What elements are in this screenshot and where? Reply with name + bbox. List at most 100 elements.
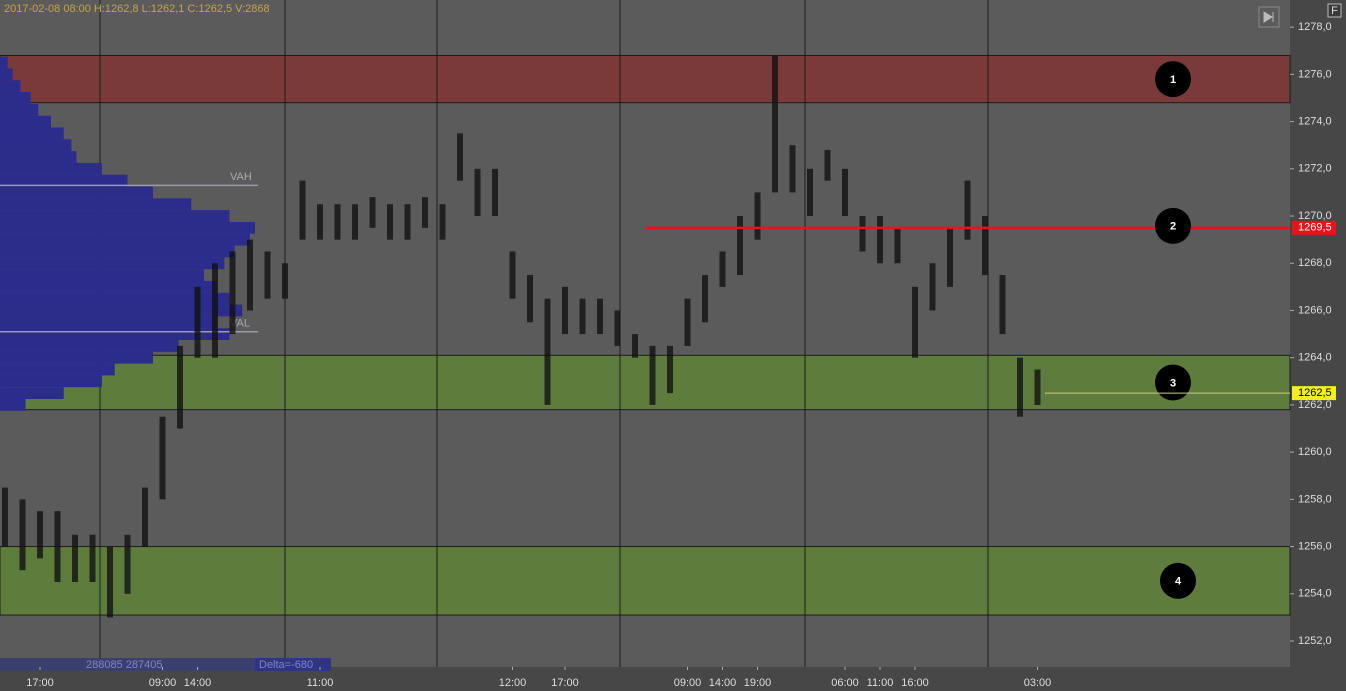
y-tick-label: 1268,0 — [1298, 257, 1332, 269]
price-bar — [964, 180, 971, 240]
x-tick-label: 12:00 — [499, 677, 527, 689]
price-bar — [89, 534, 96, 583]
y-tick-label: 1274,0 — [1298, 116, 1332, 128]
price-bar — [719, 251, 726, 287]
bars — [2, 55, 1041, 618]
zone — [0, 546, 1291, 616]
price-bar — [772, 55, 778, 193]
price-bar — [212, 263, 218, 358]
profile-bar — [0, 210, 230, 222]
x-tick-label: 17:00 — [551, 677, 579, 689]
y-tick-label: 1278,0 — [1298, 21, 1332, 33]
profile-bar — [0, 375, 102, 388]
price-bar — [982, 216, 988, 276]
profile-bar — [0, 198, 192, 211]
price-bar — [334, 204, 341, 240]
profile-bar — [0, 363, 115, 376]
price-bar — [352, 204, 358, 240]
profile-bar — [0, 162, 102, 175]
profile-bar — [0, 328, 230, 340]
f-button[interactable] — [1327, 3, 1342, 18]
f-label: F — [1331, 5, 1338, 17]
zone-badge — [1155, 364, 1191, 401]
zone-badge — [1155, 207, 1191, 244]
price-bar — [282, 263, 288, 299]
profile-bar — [0, 269, 204, 281]
y-tick-label: 1254,0 — [1298, 588, 1332, 600]
overlays: 1 3 4 2 — [645, 61, 1336, 599]
profile-bar — [0, 245, 235, 258]
price-bar — [264, 251, 271, 299]
price-bar — [387, 204, 393, 240]
profile-bar — [0, 80, 21, 93]
price-bar — [492, 168, 498, 217]
profile-bar — [0, 280, 217, 293]
x-tick-label: 14:00 — [184, 677, 212, 689]
zone-number: 1 — [1170, 74, 1176, 86]
price-bar — [124, 534, 131, 594]
price-bar — [579, 298, 586, 335]
price-bar — [194, 286, 201, 358]
zone — [0, 354, 1291, 411]
price-bar — [107, 546, 113, 618]
price-bar — [247, 239, 253, 311]
last-price-label: 1262,5 — [1298, 387, 1332, 399]
profile-bar — [0, 68, 13, 81]
price-bar — [474, 168, 481, 217]
price-bar — [1017, 357, 1023, 417]
price-bar — [317, 204, 323, 240]
price-bar — [422, 197, 428, 228]
price-bar — [824, 149, 831, 181]
price-bar — [369, 197, 376, 228]
price-bar — [737, 216, 743, 276]
profile-bar — [0, 387, 64, 400]
play-icon — [1263, 11, 1274, 23]
profile-bar — [0, 92, 31, 104]
profile-bar — [0, 399, 26, 411]
zone-number: 3 — [1170, 377, 1176, 389]
x-tick-label: 09:00 — [674, 677, 702, 689]
price-bar — [614, 310, 621, 346]
price-bar — [894, 227, 901, 264]
profile-bar — [0, 221, 255, 234]
y-tick-label: 1270,0 — [1298, 210, 1332, 222]
footer-delta-box — [255, 658, 331, 671]
level-price-box — [1292, 220, 1336, 235]
price-bar — [562, 286, 568, 335]
info-text: 2017-02-08 08:00 H:1262,8 L:1262,1 C:126… — [4, 3, 270, 15]
price-bar — [229, 251, 236, 335]
price-axis — [1290, 0, 1346, 691]
profile-bar — [0, 304, 243, 317]
price-bar — [807, 168, 813, 217]
zone-number: 4 — [1175, 576, 1182, 588]
profile-bar — [0, 139, 72, 152]
price-bar — [929, 263, 936, 311]
y-tick-label: 1264,0 — [1298, 352, 1332, 364]
profile-bar — [0, 292, 230, 305]
price-bar — [667, 345, 673, 394]
price-bar — [859, 216, 866, 252]
x-tick-label: 03:00 — [1024, 677, 1052, 689]
price-bar — [177, 345, 183, 429]
price-bar — [632, 334, 638, 358]
x-tick-label: 11:00 — [867, 677, 894, 689]
price-bar — [509, 251, 516, 299]
profile-bar — [0, 316, 217, 329]
price-bar — [947, 227, 953, 287]
price-bar — [684, 298, 691, 346]
price-bar — [597, 298, 603, 335]
zone-number: 2 — [1170, 221, 1176, 233]
y-tick-label: 1258,0 — [1298, 493, 1332, 505]
x-tick-label: 11:00 — [307, 677, 334, 689]
zone — [0, 54, 1291, 104]
x-tick-label: 16:00 — [901, 677, 929, 689]
price-bar — [2, 487, 8, 547]
profile-bar — [0, 186, 153, 199]
price-bar — [1034, 369, 1041, 405]
price-bar — [999, 275, 1006, 335]
price-bar — [754, 192, 761, 240]
vah-label: VAH — [230, 171, 252, 183]
price-bar — [789, 145, 796, 193]
